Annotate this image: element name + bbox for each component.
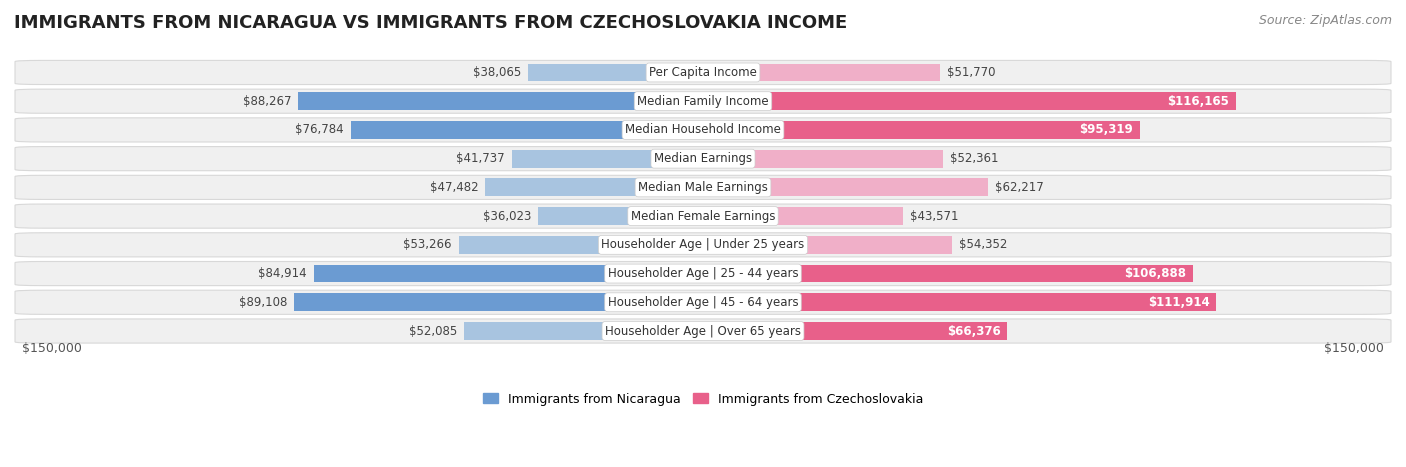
Text: $36,023: $36,023 bbox=[482, 210, 531, 223]
Text: $52,085: $52,085 bbox=[409, 325, 457, 338]
Text: $84,914: $84,914 bbox=[259, 267, 307, 280]
Text: $89,108: $89,108 bbox=[239, 296, 287, 309]
Bar bbox=[314, 265, 703, 283]
Text: Source: ZipAtlas.com: Source: ZipAtlas.com bbox=[1258, 14, 1392, 27]
Bar bbox=[352, 121, 703, 139]
Text: $51,770: $51,770 bbox=[948, 66, 995, 79]
Bar bbox=[298, 92, 703, 110]
Text: Householder Age | 45 - 64 years: Householder Age | 45 - 64 years bbox=[607, 296, 799, 309]
Text: Median Female Earnings: Median Female Earnings bbox=[631, 210, 775, 223]
Bar bbox=[464, 322, 703, 340]
Bar bbox=[529, 64, 703, 81]
Text: $150,000: $150,000 bbox=[22, 342, 82, 355]
Bar bbox=[485, 178, 703, 196]
Text: $116,165: $116,165 bbox=[1167, 95, 1229, 108]
Bar bbox=[703, 236, 952, 254]
FancyBboxPatch shape bbox=[15, 233, 1391, 257]
Text: Householder Age | Under 25 years: Householder Age | Under 25 years bbox=[602, 238, 804, 251]
Text: $95,319: $95,319 bbox=[1080, 123, 1133, 136]
Text: $150,000: $150,000 bbox=[1324, 342, 1384, 355]
Text: Median Earnings: Median Earnings bbox=[654, 152, 752, 165]
Text: $53,266: $53,266 bbox=[404, 238, 451, 251]
Text: $111,914: $111,914 bbox=[1147, 296, 1209, 309]
Bar bbox=[703, 150, 943, 168]
Text: Householder Age | 25 - 44 years: Householder Age | 25 - 44 years bbox=[607, 267, 799, 280]
Text: $106,888: $106,888 bbox=[1125, 267, 1187, 280]
Bar bbox=[537, 207, 703, 225]
Text: $52,361: $52,361 bbox=[950, 152, 998, 165]
Bar bbox=[703, 121, 1140, 139]
Text: Median Family Income: Median Family Income bbox=[637, 95, 769, 108]
Text: $88,267: $88,267 bbox=[243, 95, 291, 108]
Text: $62,217: $62,217 bbox=[995, 181, 1045, 194]
Text: $43,571: $43,571 bbox=[910, 210, 959, 223]
Bar bbox=[703, 178, 988, 196]
Text: $41,737: $41,737 bbox=[456, 152, 505, 165]
Bar bbox=[512, 150, 703, 168]
FancyBboxPatch shape bbox=[15, 319, 1391, 343]
FancyBboxPatch shape bbox=[15, 147, 1391, 171]
Text: Per Capita Income: Per Capita Income bbox=[650, 66, 756, 79]
Text: $54,352: $54,352 bbox=[959, 238, 1008, 251]
Text: Householder Age | Over 65 years: Householder Age | Over 65 years bbox=[605, 325, 801, 338]
Text: $38,065: $38,065 bbox=[474, 66, 522, 79]
Bar bbox=[703, 293, 1216, 311]
Bar bbox=[458, 236, 703, 254]
Text: $47,482: $47,482 bbox=[430, 181, 478, 194]
Bar bbox=[703, 207, 903, 225]
Text: Median Household Income: Median Household Income bbox=[626, 123, 780, 136]
FancyBboxPatch shape bbox=[15, 204, 1391, 228]
FancyBboxPatch shape bbox=[15, 262, 1391, 286]
Bar bbox=[703, 265, 1194, 283]
Bar bbox=[294, 293, 703, 311]
Text: $76,784: $76,784 bbox=[295, 123, 344, 136]
FancyBboxPatch shape bbox=[15, 175, 1391, 199]
Text: IMMIGRANTS FROM NICARAGUA VS IMMIGRANTS FROM CZECHOSLOVAKIA INCOME: IMMIGRANTS FROM NICARAGUA VS IMMIGRANTS … bbox=[14, 14, 848, 32]
FancyBboxPatch shape bbox=[15, 290, 1391, 314]
Text: Median Male Earnings: Median Male Earnings bbox=[638, 181, 768, 194]
Bar bbox=[703, 64, 941, 81]
Text: $66,376: $66,376 bbox=[946, 325, 1001, 338]
Bar bbox=[703, 92, 1236, 110]
Bar bbox=[703, 322, 1008, 340]
FancyBboxPatch shape bbox=[15, 118, 1391, 142]
FancyBboxPatch shape bbox=[15, 89, 1391, 113]
Legend: Immigrants from Nicaragua, Immigrants from Czechoslovakia: Immigrants from Nicaragua, Immigrants fr… bbox=[478, 388, 928, 410]
FancyBboxPatch shape bbox=[15, 60, 1391, 85]
